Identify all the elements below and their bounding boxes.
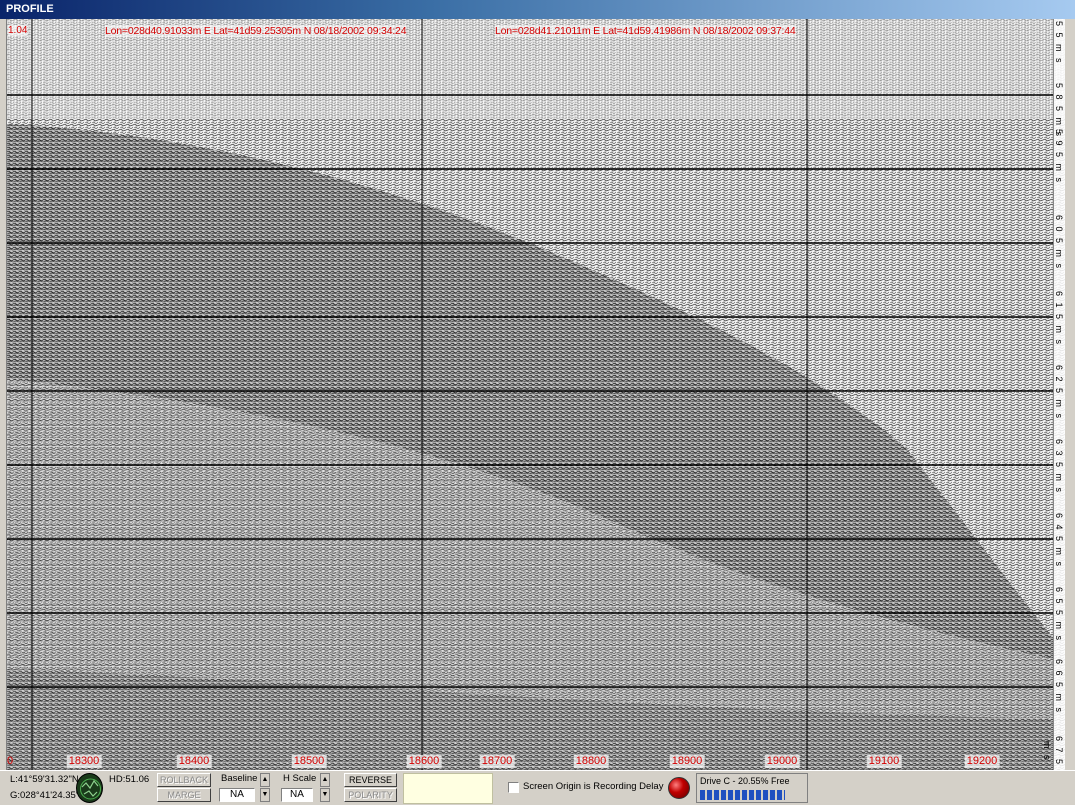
- y-tick-label: 6 1 5 m s: [1054, 291, 1064, 347]
- x-tick-label: 18600: [406, 755, 442, 768]
- x-tick-label: 18400: [176, 755, 212, 768]
- x-tick-label: 18500: [291, 755, 327, 768]
- polarity-button[interactable]: POLARITY: [344, 788, 397, 802]
- gps-compass-icon: [76, 773, 103, 803]
- latitude-readout: L:41°59'31.32"N: [10, 774, 79, 785]
- y-tick-label: 5 9 5 m s: [1054, 129, 1064, 185]
- x-tick-label: 18700: [479, 755, 515, 768]
- reverse-button[interactable]: REVERSE: [344, 773, 397, 787]
- y-tick-label: 6 3 5 m s: [1054, 439, 1064, 495]
- corner-label: 1.04: [8, 25, 28, 36]
- longitude-readout: G:028°41'24.35": [10, 790, 80, 801]
- x-tick-label: 19100: [866, 755, 902, 768]
- x-tick-label: 18800: [573, 755, 609, 768]
- x-tick-label: 18300: [66, 755, 102, 768]
- baseline-label: Baseline: [221, 773, 258, 784]
- drive-free-label: Drive C - 20.55% Free: [700, 776, 790, 786]
- y-tick-label: 6 5 5 m s: [1054, 587, 1064, 643]
- seismic-trace-canvas: [7, 19, 1065, 770]
- marge-button[interactable]: MARGE: [157, 788, 211, 802]
- message-box: [403, 773, 493, 804]
- y-tick-label: 5 8 5 m s: [1054, 83, 1064, 139]
- y-tick-label: 6 6 5 m s: [1054, 659, 1064, 715]
- basement-package: [7, 669, 1054, 770]
- y-tick-label: 6 2 5 m s: [1054, 365, 1064, 421]
- rollback-button[interactable]: ROLLBACK: [157, 773, 211, 787]
- status-bar: L:41°59'31.32"N G:028°41'24.35" HD:51.06…: [0, 770, 1075, 805]
- y-tick-label: 5 5 m s: [1054, 21, 1064, 65]
- x-tick-label: 19000: [764, 755, 800, 768]
- hscale-down-button[interactable]: ▼: [320, 788, 330, 802]
- y-tick-label: 6 7 5 m s: [1042, 736, 1064, 767]
- hscale-label: H Scale: [283, 773, 317, 784]
- y-tick-label: 6 4 5 m s: [1054, 513, 1064, 569]
- heading-readout: HD:51.06: [109, 774, 150, 785]
- baseline-down-button[interactable]: ▼: [260, 788, 270, 802]
- seismic-profile-plot[interactable]: 1.04 Lon=028d40.91033m E Lat=41d59.25305…: [6, 19, 1065, 770]
- nav-annotation-start: Lon=028d40.91033m E Lat=41d59.25305m N 0…: [105, 25, 407, 37]
- y-tick-label: 6 0 5 m s: [1054, 215, 1064, 271]
- x-tick-label: 0: [7, 755, 14, 767]
- x-tick-label: 18900: [669, 755, 705, 768]
- drive-usage-bar: [700, 790, 785, 800]
- baseline-field[interactable]: NA: [219, 788, 255, 802]
- screen-origin-checkbox[interactable]: [508, 782, 519, 793]
- nav-annotation-end: Lon=028d41.21011m E Lat=41d59.41986m N 0…: [495, 25, 796, 37]
- baseline-up-button[interactable]: ▲: [260, 773, 270, 787]
- x-tick-label: 19200: [964, 755, 1000, 768]
- screen-origin-label: Screen Origin is Recording Delay: [523, 781, 664, 792]
- lower-package: [7, 379, 1054, 770]
- window-title: PROFILE: [0, 0, 1075, 19]
- hscale-up-button[interactable]: ▲: [320, 773, 330, 787]
- record-button[interactable]: [668, 777, 690, 799]
- drive-status: Drive C - 20.55% Free: [696, 773, 808, 803]
- hscale-field[interactable]: NA: [281, 788, 313, 802]
